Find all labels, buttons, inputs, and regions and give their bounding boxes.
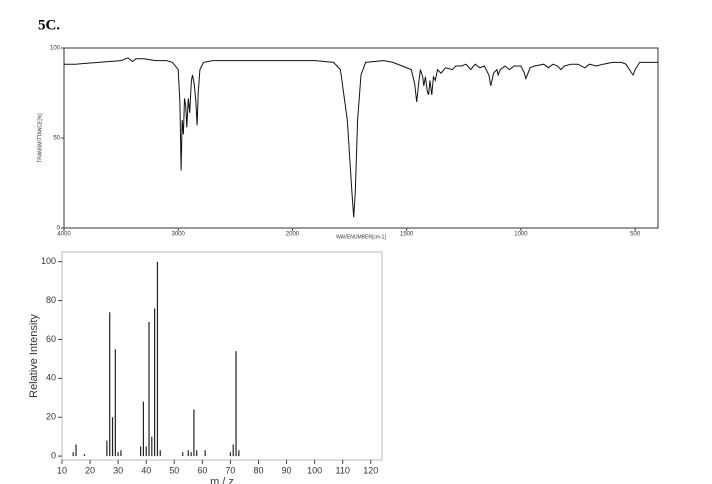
- x-tick-label: 90: [282, 465, 292, 475]
- x-tick-label: 500: [630, 232, 641, 238]
- y-tick-label: 20: [46, 412, 56, 422]
- x-tick-label: 80: [253, 465, 263, 475]
- y-tick-label: 60: [46, 334, 56, 344]
- x-tick-label: 10: [57, 465, 67, 475]
- x-tick-label: 30: [113, 465, 123, 475]
- y-tick-label: 50: [53, 136, 60, 142]
- x-tick-label: 70: [225, 465, 235, 475]
- x-tick-label: 1000: [514, 232, 528, 238]
- y-tick-label: 100: [50, 46, 61, 52]
- x-tick-label: 4000: [57, 232, 71, 238]
- y-axis-label: Relative Intensity: [28, 314, 40, 398]
- x-axis-label: WAVENUMBER[cm-1]: [336, 234, 386, 240]
- x-tick-label: 20: [85, 465, 95, 475]
- x-tick-label: 60: [197, 465, 207, 475]
- y-tick-label: 0: [51, 450, 56, 460]
- x-tick-label: 120: [363, 465, 378, 475]
- y-tick-label: 0: [57, 226, 61, 232]
- x-tick-label: 3000: [172, 232, 186, 238]
- figure-label: 5C.: [38, 17, 60, 33]
- y-axis-label: TRANSMITTANCE[%]: [37, 113, 43, 163]
- x-axis-label: m / z: [210, 476, 234, 484]
- plot-frame: [61, 251, 383, 461]
- spectrum-line: [64, 57, 658, 218]
- x-tick-label: 1500: [400, 232, 414, 238]
- x-tick-label: 40: [141, 465, 151, 475]
- y-tick-label: 40: [46, 373, 56, 383]
- x-tick-label: 2000: [286, 232, 300, 238]
- x-tick-label: 50: [169, 465, 179, 475]
- x-tick-label: 100: [307, 465, 322, 475]
- y-tick-label: 80: [46, 295, 56, 305]
- y-tick-label: 100: [41, 256, 56, 266]
- x-tick-label: 110: [336, 465, 350, 475]
